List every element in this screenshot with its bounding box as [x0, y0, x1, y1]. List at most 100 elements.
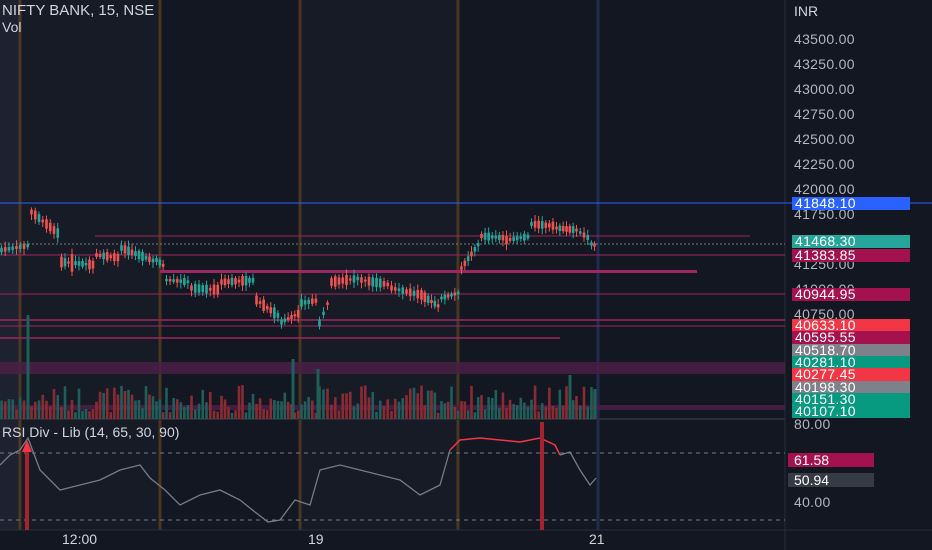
- candle-body: [494, 235, 498, 239]
- symbol-title[interactable]: NIFTY BANK, 15, NSE: [2, 2, 155, 19]
- volume-bar: [291, 359, 295, 419]
- volume-bar: [311, 400, 314, 419]
- candle-body: [144, 256, 148, 260]
- candle-body: [322, 311, 325, 315]
- candle-body: [386, 282, 390, 287]
- volume-bar: [586, 406, 590, 419]
- volume-bar: [18, 397, 22, 419]
- rsi-line: [559, 451, 597, 487]
- candle-body: [420, 290, 423, 300]
- rsi-level-badge: 61.58: [788, 453, 874, 467]
- candle-body: [262, 299, 265, 311]
- volume-bar: [348, 391, 352, 419]
- volume-bar: [15, 409, 18, 419]
- volume-bar: [371, 391, 375, 419]
- candle-body: [52, 226, 56, 234]
- candle-body: [134, 251, 137, 256]
- candle-body: [501, 235, 505, 241]
- volume-bar: [212, 410, 216, 419]
- volume-bar: [430, 390, 433, 419]
- volume-bar: [590, 387, 593, 419]
- candle-body: [193, 283, 197, 293]
- volume-bar: [490, 397, 494, 419]
- rsi-indicator-title[interactable]: RSI Div - Lib (14, 65, 30, 90): [2, 424, 180, 440]
- volume-bar: [405, 395, 408, 419]
- price-badge: 40281.10: [792, 355, 910, 369]
- volume-bar: [568, 375, 572, 419]
- volume-bar: [201, 389, 205, 419]
- candle-body: [227, 279, 230, 284]
- volume-bar: [300, 404, 303, 419]
- candle-body: [466, 256, 470, 262]
- volume-bar: [0, 400, 3, 419]
- candle-body: [293, 314, 297, 317]
- price-tick: 43250.00: [794, 56, 855, 72]
- volume-bar: [386, 399, 390, 419]
- volume-bar: [276, 400, 280, 419]
- volume-bar: [322, 389, 325, 419]
- volume-bar: [248, 402, 251, 419]
- candle-body: [113, 253, 116, 262]
- candle-body: [84, 262, 88, 266]
- rsi-pane: [0, 422, 785, 530]
- volume-bar: [519, 397, 523, 419]
- candle-body: [45, 219, 48, 229]
- volume-bar: [116, 394, 120, 419]
- candle-body: [280, 319, 283, 325]
- candle-body: [151, 258, 155, 263]
- candle-body: [363, 279, 367, 282]
- candle-body: [109, 255, 113, 259]
- volume-bar: [33, 401, 37, 419]
- volume-bar: [105, 388, 109, 419]
- candle-body: [436, 304, 440, 308]
- volume-bar: [123, 390, 127, 419]
- candle-body: [220, 279, 223, 285]
- candle-body: [378, 278, 382, 288]
- candle-body: [197, 284, 201, 293]
- price-tick: 42500.00: [794, 131, 855, 147]
- volume-bar: [446, 401, 450, 419]
- candle-body: [505, 235, 508, 245]
- volume-bar: [120, 385, 123, 419]
- candle-body: [18, 244, 22, 249]
- currency-label: INR: [794, 3, 819, 19]
- candle-body: [15, 246, 18, 249]
- candle-body: [405, 289, 408, 294]
- volume-bar: [91, 409, 95, 419]
- price-badge: 41383.85: [792, 248, 910, 262]
- volume-bar: [593, 389, 597, 419]
- candle-body: [487, 232, 490, 241]
- candle-body: [141, 251, 144, 261]
- volume-bar: [227, 406, 230, 419]
- volume-bar: [578, 405, 582, 419]
- candle-body: [303, 300, 307, 305]
- volume-bar: [30, 406, 33, 419]
- volume-bar: [52, 388, 56, 419]
- volume-label[interactable]: Vol: [2, 19, 22, 35]
- volume-bar: [193, 409, 197, 419]
- volume-bar: [190, 395, 193, 419]
- candle-body: [356, 276, 360, 281]
- candle-body: [37, 214, 41, 222]
- candle-body: [440, 296, 443, 300]
- candle-body: [296, 309, 300, 318]
- volume-bar: [523, 402, 526, 419]
- candle-body: [48, 222, 52, 232]
- candle-body: [360, 277, 363, 283]
- volume-bar: [303, 401, 307, 419]
- candle-body: [255, 295, 258, 305]
- volume-bar: [453, 406, 457, 419]
- volume-bar: [393, 398, 397, 419]
- chart-legend[interactable]: NIFTY BANK, 15, NSE Vol: [2, 2, 155, 36]
- candle-body: [341, 277, 345, 284]
- volume-bar: [241, 385, 244, 419]
- volume-bar: [575, 395, 578, 419]
- volume-bar: [423, 405, 427, 419]
- volume-bar: [7, 399, 11, 419]
- volume-bar: [537, 411, 540, 419]
- candle-body: [433, 300, 437, 307]
- time-label: 21: [589, 531, 605, 547]
- candle-body: [307, 299, 310, 304]
- candle-body: [430, 299, 433, 304]
